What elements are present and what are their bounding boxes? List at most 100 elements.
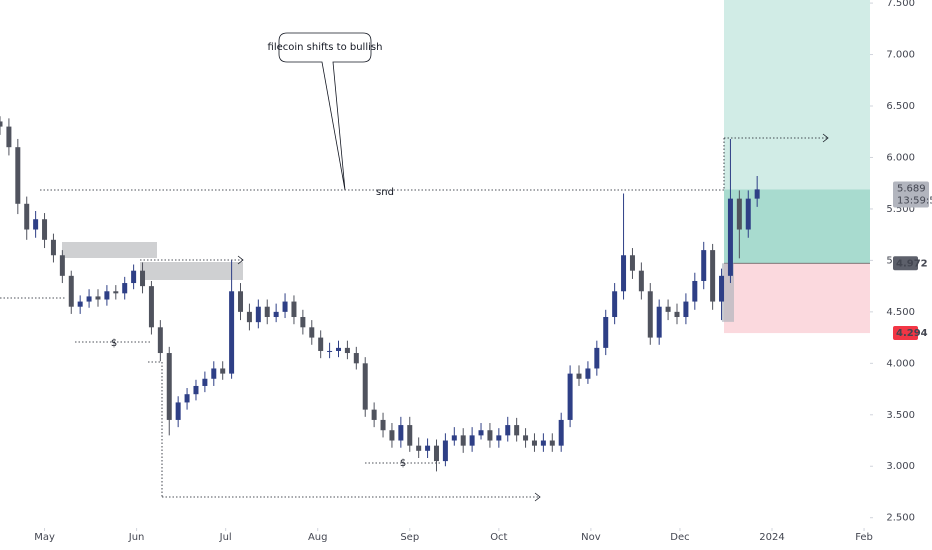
x-tick-label: Feb [855, 532, 873, 543]
candle-body [122, 283, 128, 294]
y-tick-label: 4.000 [886, 358, 915, 369]
candle-body [50, 239, 56, 256]
entry-label: 4.972 [896, 258, 928, 269]
candle-body [754, 189, 760, 199]
candle-body [255, 306, 261, 323]
candle-body [300, 317, 306, 328]
x-tick-label: Jun [128, 532, 145, 543]
candle-body [184, 394, 190, 403]
candle-body [674, 311, 680, 318]
candle-body [6, 126, 12, 148]
candle-body [113, 291, 119, 294]
candle-body [451, 435, 457, 441]
candle-body [282, 301, 288, 312]
candle-body [433, 445, 439, 462]
candle-body [727, 198, 733, 276]
stop-label: 4.294 [896, 328, 928, 339]
stop-zone [724, 263, 870, 334]
candle-body [15, 147, 21, 204]
x-tick-label: May [34, 532, 55, 543]
x-tick-label: Dec [670, 532, 689, 543]
candle-body [59, 255, 65, 276]
candle-body [710, 250, 716, 302]
y-tick-label: 4.500 [886, 307, 915, 318]
candle-body [148, 286, 154, 328]
candle-body [166, 353, 172, 420]
candle-body [175, 402, 181, 420]
x-tick-label: Aug [308, 532, 328, 543]
candle-body [264, 306, 270, 318]
candle-body [531, 440, 537, 446]
candle-body [398, 425, 404, 441]
candle-body [603, 317, 609, 348]
drawings [0, 133, 829, 502]
candle-body [131, 270, 137, 284]
candle-body [0, 121, 3, 127]
candle-body [576, 373, 582, 379]
candle-body [246, 311, 252, 323]
y-tick-label: 3.500 [886, 410, 915, 421]
candle-body [33, 219, 39, 230]
order-block [140, 262, 243, 280]
candle-body [594, 347, 600, 369]
candle-body [701, 250, 707, 281]
candle-body [567, 373, 573, 420]
candle-body [585, 368, 591, 379]
x-tick-label: Oct [490, 532, 507, 543]
candle-body [42, 219, 48, 240]
candle-body [469, 435, 475, 446]
candle-body [407, 425, 413, 446]
candle-body [540, 440, 546, 446]
candle-body [638, 270, 644, 292]
candle-body [425, 445, 431, 451]
x-tick-label: Nov [581, 532, 601, 543]
y-tick-label: 6.500 [886, 101, 915, 112]
candle-body [211, 368, 217, 379]
candle-body [291, 301, 297, 318]
candle-body [629, 255, 635, 271]
entry-tag [893, 256, 918, 271]
candle-body [86, 296, 92, 302]
candle-body [202, 378, 208, 386]
candle-body [140, 270, 146, 287]
y-tick-label: 7.500 [886, 0, 915, 9]
candle-body [514, 425, 520, 436]
candle-body [104, 291, 110, 300]
candle-body [24, 203, 30, 230]
candle-body [505, 425, 511, 436]
countdown: 13:59:56 [897, 195, 932, 206]
candle-body [229, 291, 235, 374]
arrow-head [822, 133, 829, 143]
candle-body [193, 385, 199, 395]
candle-body [309, 327, 315, 338]
arrow-head [237, 255, 244, 265]
candle-body [478, 430, 484, 436]
candle-body [647, 291, 653, 338]
candle-body [736, 198, 742, 230]
last-price-tag [893, 181, 929, 208]
y-tick-label: 5.500 [886, 204, 915, 215]
candle-body [362, 363, 368, 410]
annotation: $ [111, 338, 117, 349]
candle-body [745, 198, 751, 230]
candle-body [327, 350, 333, 352]
last-price-label: 5.689 [897, 183, 926, 194]
x-tick-label: Sep [400, 532, 419, 543]
candle-body [719, 275, 725, 302]
annotation: snd [376, 187, 394, 198]
callout-box [278, 32, 372, 191]
callout-text: filecoin shifts to bullish [268, 42, 383, 53]
candle-body [558, 419, 564, 446]
candle-body [220, 368, 226, 374]
candle-body [68, 275, 74, 307]
annotation: $ [400, 458, 406, 469]
y-tick-label: 2.500 [886, 513, 915, 524]
candle-body [621, 255, 627, 292]
y-tick-label: 6.000 [886, 152, 915, 163]
candle-body [442, 440, 448, 462]
candle-body [612, 291, 618, 318]
candle-body [656, 306, 662, 338]
candle-body [496, 435, 502, 441]
candle-body [353, 353, 359, 364]
candle-body [344, 347, 350, 354]
